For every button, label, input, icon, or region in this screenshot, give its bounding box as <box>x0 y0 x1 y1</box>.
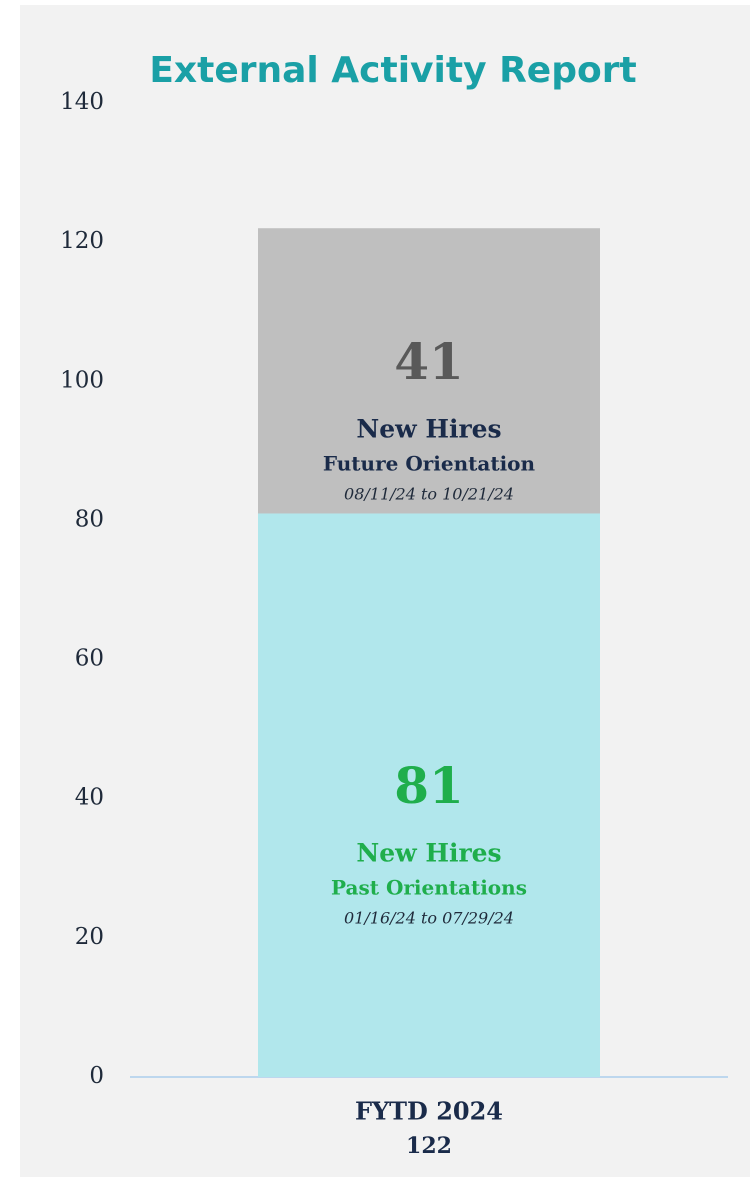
segment-date-range: 08/11/24 to 10/21/24 <box>344 484 514 503</box>
y-tick-label: 20 <box>75 924 104 950</box>
segment-label: New Hires <box>356 839 501 868</box>
segment-value-label: 81 <box>394 756 464 815</box>
segment-label: New Hires <box>356 414 501 443</box>
total-label: 122 <box>406 1133 452 1159</box>
y-tick-label: 40 <box>75 785 104 811</box>
segment-value-label: 41 <box>394 332 464 391</box>
segment-name: Past Orientations <box>331 876 527 900</box>
bar-segment <box>258 513 600 1077</box>
y-tick-label: 0 <box>89 1063 104 1089</box>
y-tick-label: 60 <box>75 646 104 672</box>
y-tick-label: 80 <box>75 506 104 532</box>
segment-date-range: 01/16/24 to 07/29/24 <box>344 909 514 928</box>
y-tick-label: 100 <box>60 367 104 393</box>
bar-segment <box>258 228 600 514</box>
segment-name: Future Orientation <box>323 451 536 475</box>
chart-title: External Activity Report <box>149 50 636 91</box>
x-tick-label: FYTD 2024 <box>355 1097 503 1126</box>
y-tick-label: 140 <box>60 89 104 115</box>
y-tick-label: 120 <box>60 228 104 254</box>
